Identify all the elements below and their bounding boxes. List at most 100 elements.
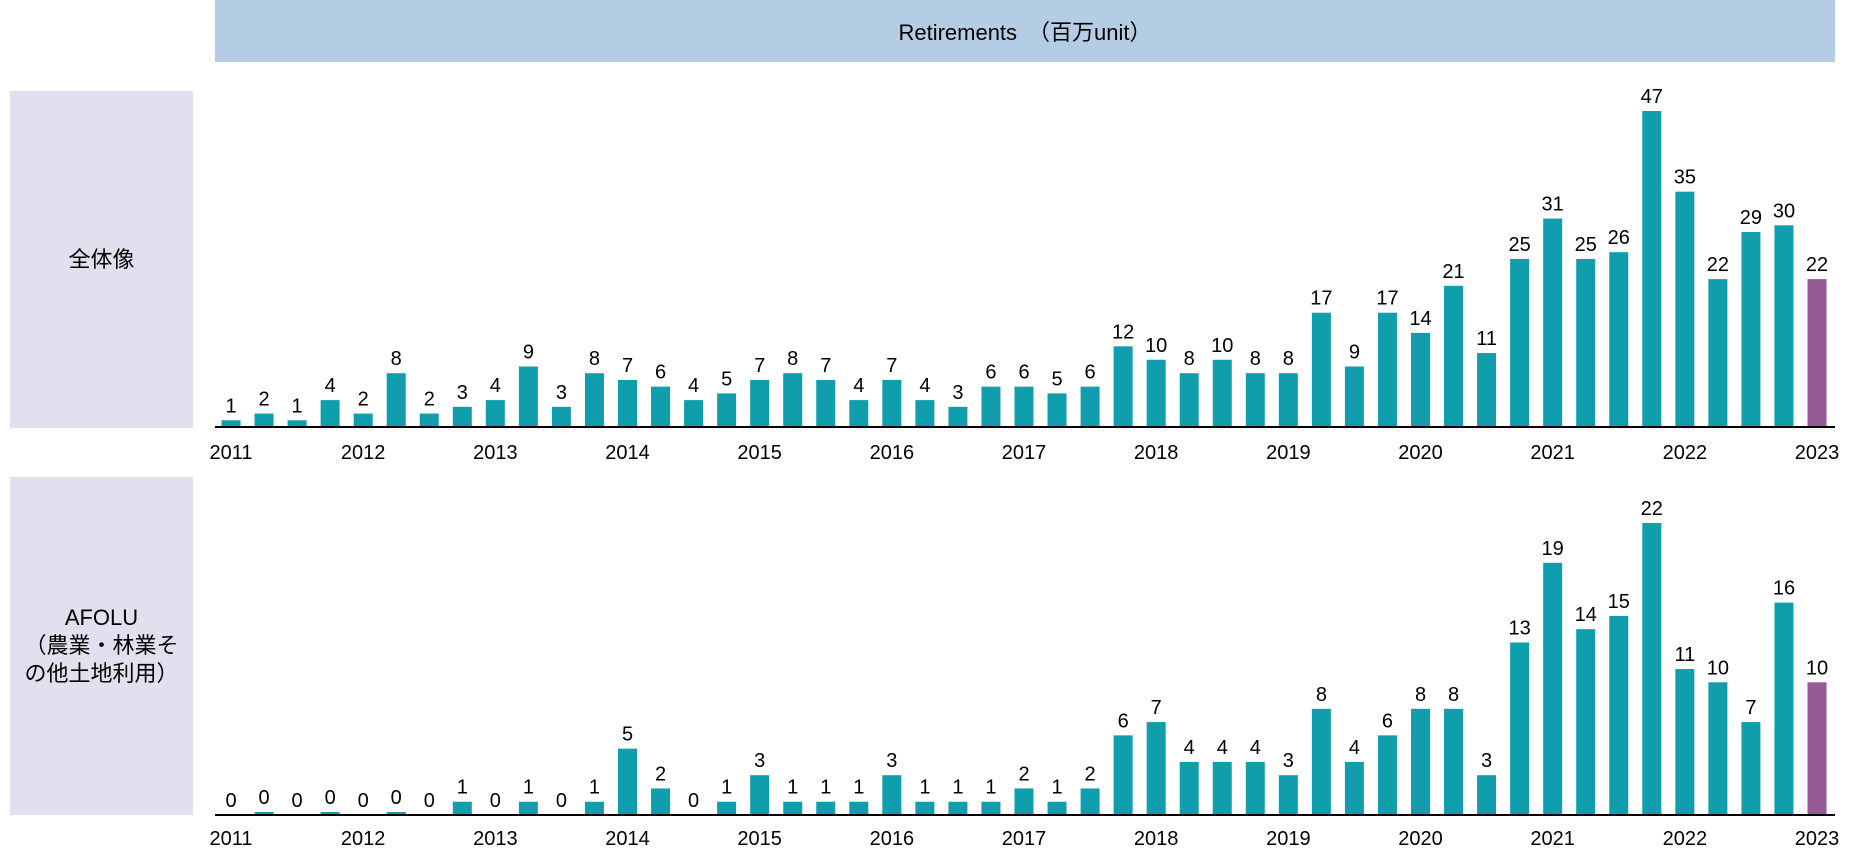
data-label: 7	[820, 355, 831, 377]
bar	[1377, 735, 1397, 815]
data-label: 9	[1349, 341, 1360, 363]
bar	[1311, 708, 1331, 815]
bar	[1146, 722, 1166, 815]
data-label: 4	[490, 375, 501, 397]
bar	[518, 366, 538, 427]
x-tick-label: 2016	[870, 442, 915, 464]
data-label: 19	[1542, 538, 1564, 560]
data-label: 7	[886, 355, 897, 377]
x-tick-label: 2019	[1266, 828, 1311, 850]
bar	[485, 400, 505, 427]
data-label: 1	[457, 777, 468, 799]
data-label: 4	[919, 375, 930, 397]
bar	[1377, 312, 1397, 427]
bar	[948, 801, 968, 815]
panel-label-overall: 全体像	[10, 91, 193, 428]
data-label: 0	[258, 787, 269, 809]
panel-label-afolu: AFOLU （農業・林業そ の他土地利用）	[10, 477, 193, 815]
data-label: 6	[1085, 362, 1096, 384]
bar	[254, 812, 274, 815]
data-label: 5	[1051, 368, 1062, 390]
x-tick-label: 2015	[737, 828, 782, 850]
x-tick-label: 2014	[605, 828, 650, 850]
bar	[452, 801, 472, 815]
x-tick-label: 2013	[473, 828, 518, 850]
data-label: 16	[1773, 578, 1795, 600]
bar	[717, 801, 737, 815]
bar	[287, 420, 307, 427]
data-label: 0	[325, 787, 336, 809]
data-label: 7	[622, 355, 633, 377]
bar	[254, 413, 274, 427]
data-label: 0	[358, 790, 369, 812]
data-label: 1	[292, 395, 303, 417]
data-label: 5	[721, 368, 732, 390]
data-label: 4	[1250, 737, 1261, 759]
bar	[1344, 366, 1364, 427]
bar	[1510, 642, 1530, 815]
data-label: 0	[688, 790, 699, 812]
data-label: 6	[1382, 710, 1393, 732]
data-label: 1	[985, 777, 996, 799]
data-label: 2	[1085, 763, 1096, 785]
data-label: 3	[1283, 750, 1294, 772]
bar	[1080, 788, 1100, 815]
bar	[584, 801, 604, 815]
data-label: 1	[1051, 777, 1062, 799]
bar	[1113, 346, 1133, 427]
data-label: 0	[391, 787, 402, 809]
bar	[1477, 353, 1497, 427]
data-label: 4	[1184, 737, 1195, 759]
x-tick-label: 2017	[1002, 828, 1047, 850]
bar	[419, 413, 439, 427]
bar	[1807, 279, 1827, 427]
bar	[1609, 252, 1629, 427]
bar	[915, 400, 935, 427]
bar	[386, 373, 406, 427]
data-label: 30	[1773, 200, 1795, 222]
data-label: 3	[556, 382, 567, 404]
data-label: 1	[820, 777, 831, 799]
data-label: 13	[1509, 617, 1531, 639]
data-label: 9	[523, 341, 534, 363]
bar	[1047, 801, 1067, 815]
bar	[651, 386, 671, 427]
bar	[1708, 279, 1728, 427]
data-label: 11	[1674, 644, 1695, 666]
bar	[750, 775, 770, 815]
bar	[882, 775, 902, 815]
bar	[518, 801, 538, 815]
bar	[1741, 722, 1761, 815]
data-label: 47	[1641, 86, 1663, 108]
data-label: 4	[325, 375, 336, 397]
x-tick-label: 2019	[1266, 442, 1311, 464]
x-tick-label: 2020	[1398, 442, 1443, 464]
data-label: 15	[1608, 591, 1630, 613]
bar	[618, 379, 637, 427]
bar	[981, 801, 1001, 815]
data-label: 1	[853, 777, 864, 799]
x-tick-label: 2018	[1134, 828, 1179, 850]
data-label: 3	[952, 382, 963, 404]
x-tick-label: 2014	[605, 442, 650, 464]
bar	[1411, 708, 1430, 815]
data-label: 2	[258, 389, 269, 411]
x-tick-label: 2022	[1663, 828, 1708, 850]
x-tick-label: 2023	[1795, 442, 1840, 464]
bar	[948, 406, 968, 427]
data-label: 8	[1448, 684, 1459, 706]
data-label: 6	[985, 362, 996, 384]
bar	[1014, 788, 1034, 815]
x-tick-label: 2018	[1134, 442, 1179, 464]
bar	[1543, 562, 1563, 815]
bar	[915, 801, 935, 815]
bar	[353, 413, 373, 427]
bar	[584, 373, 604, 427]
data-label: 6	[1018, 362, 1029, 384]
bar	[1113, 735, 1133, 815]
data-label: 8	[787, 348, 798, 370]
x-tick-label: 2020	[1398, 828, 1443, 850]
bar	[783, 373, 803, 427]
data-label: 0	[225, 790, 236, 812]
bar	[1080, 386, 1100, 427]
